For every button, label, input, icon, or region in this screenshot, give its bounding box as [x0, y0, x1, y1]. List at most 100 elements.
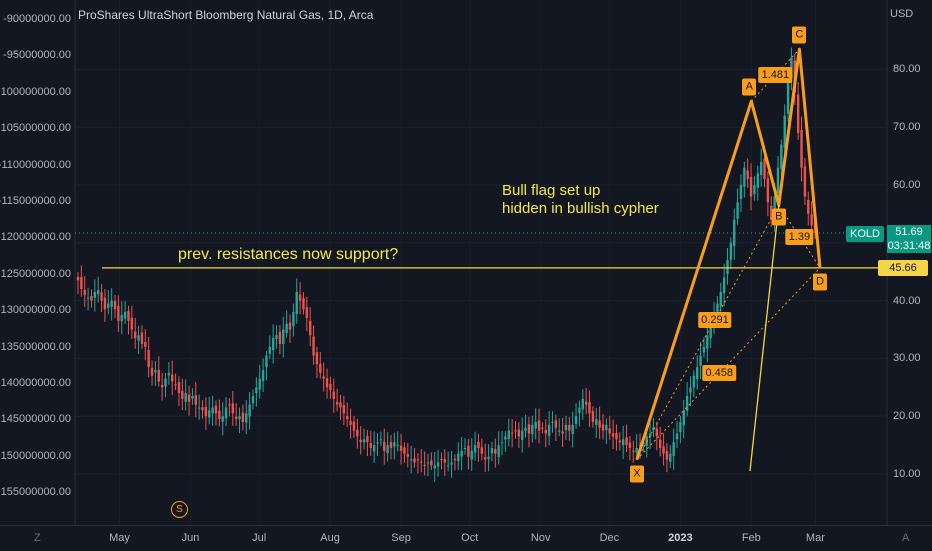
candle-body: [749, 176, 753, 197]
countdown-value: 03:31:48: [887, 240, 931, 252]
candle-body: [669, 453, 672, 462]
time-tick-label: Feb: [741, 532, 761, 544]
corner-right-label[interactable]: A: [902, 532, 910, 544]
candle-body: [534, 421, 537, 429]
candle-body: [265, 355, 268, 368]
candle-body: [383, 441, 386, 451]
time-tick-label: May: [109, 532, 130, 544]
candle-body: [83, 289, 86, 295]
candle-body: [369, 443, 372, 448]
corner-left-label[interactable]: Z: [34, 532, 41, 544]
candle-body: [554, 420, 558, 428]
candle-body: [803, 166, 807, 197]
candle-body: [564, 424, 568, 431]
candle-body: [268, 346, 272, 354]
point-label-x[interactable]: X: [629, 465, 644, 483]
ratio-label[interactable]: 0.291: [698, 311, 732, 328]
candle-body: [743, 167, 746, 187]
candle-body: [776, 167, 780, 194]
price-tick-label: 70.00: [893, 121, 921, 134]
time-tick-label: 2023: [668, 532, 693, 544]
candle-body: [157, 369, 160, 382]
candle-body: [497, 445, 500, 457]
candle-body: [517, 429, 521, 437]
candle-body: [733, 219, 736, 247]
candle-body: [245, 413, 248, 423]
candle-body: [591, 411, 595, 422]
candle-body: [352, 421, 356, 431]
candle-body: [490, 447, 494, 454]
left-axis[interactable]: -90000000.00 -95000000.00 -100000000.00 -10…: [0, 0, 75, 525]
ratio-label[interactable]: 1.39: [785, 228, 814, 245]
candle-body: [86, 297, 90, 299]
cypher-pattern-line[interactable]: [635, 47, 822, 461]
candle-body: [420, 461, 423, 463]
pattern-ratio-line: [636, 267, 821, 460]
candle-body: [329, 383, 332, 391]
candle-body: [285, 323, 288, 333]
candle-body: [80, 276, 83, 290]
candle-body: [238, 416, 241, 420]
candle-body: [231, 403, 235, 414]
chart-canvas[interactable]: [0, 0, 932, 525]
candle-body: [103, 297, 107, 310]
pattern-overlay: [75, 47, 887, 472]
candle-body: [167, 372, 171, 376]
bull-flag-annotation[interactable]: Bull flag set up hidden in bullish cyphe…: [502, 182, 659, 218]
point-label-a[interactable]: A: [742, 78, 757, 96]
candle-body: [96, 290, 100, 295]
time-axis[interactable]: Z A May Jun Jul Aug Sep Oct Nov Dec 2023 Feb Mar: [0, 525, 932, 551]
left-tick-label: -130000000.00: [0, 304, 71, 317]
time-tick-label: Nov: [530, 532, 551, 544]
candle-body: [719, 291, 722, 307]
candle-body: [150, 368, 154, 376]
candle-body: [547, 424, 551, 436]
candle-body: [134, 331, 137, 339]
point-label-c[interactable]: C: [792, 26, 807, 44]
candle-body: [689, 387, 692, 393]
point-label-b[interactable]: B: [771, 208, 786, 226]
projection-line: [749, 205, 780, 472]
candle-body: [362, 439, 366, 443]
ratio-label[interactable]: 1.481: [758, 67, 793, 84]
left-tick-label: -120000000.00: [0, 231, 71, 244]
currency-label: USD: [890, 8, 914, 20]
candle-body: [322, 376, 325, 379]
time-tick-label: Aug: [320, 532, 340, 544]
candle-body: [376, 442, 379, 444]
candle-body: [396, 445, 399, 447]
candle-body: [487, 456, 490, 460]
chart-title: ProShares UltraShort Bloomberg Natural G…: [78, 8, 374, 22]
candle-body: [93, 291, 97, 298]
candle-body: [366, 435, 369, 443]
candle-body: [500, 442, 504, 444]
candle-body: [430, 460, 433, 466]
left-tick-label: -110000000.00: [0, 158, 71, 171]
candle-body: [140, 332, 144, 344]
candle-body: [494, 449, 497, 454]
split-marker-icon[interactable]: S: [171, 501, 188, 518]
candle-body: [204, 407, 208, 417]
candle-body: [164, 378, 167, 387]
candle-body: [211, 407, 214, 414]
candle-body: [753, 185, 756, 195]
candle-body: [130, 317, 134, 330]
candle-body: [662, 446, 665, 454]
price-tick-label: 10.00: [893, 468, 921, 480]
time-tick-label: Jun: [181, 532, 200, 544]
candle-body: [685, 395, 689, 412]
candle-body: [568, 424, 571, 431]
candle-body: [453, 459, 457, 461]
left-tick-label: -105000000.00: [0, 122, 71, 135]
candle-body: [763, 158, 766, 180]
candle-body: [810, 214, 813, 226]
candle-body: [544, 429, 547, 434]
candle-body: [709, 326, 712, 338]
point-label-d[interactable]: D: [813, 273, 827, 291]
grid-lines: [74, 0, 888, 525]
price-tick-label: 40.00: [893, 294, 921, 307]
candle-body: [184, 393, 187, 402]
resistance-annotation[interactable]: prev. resistances now support?: [178, 246, 399, 263]
candle-body: [514, 430, 517, 432]
ratio-label[interactable]: 0.458: [702, 365, 737, 382]
